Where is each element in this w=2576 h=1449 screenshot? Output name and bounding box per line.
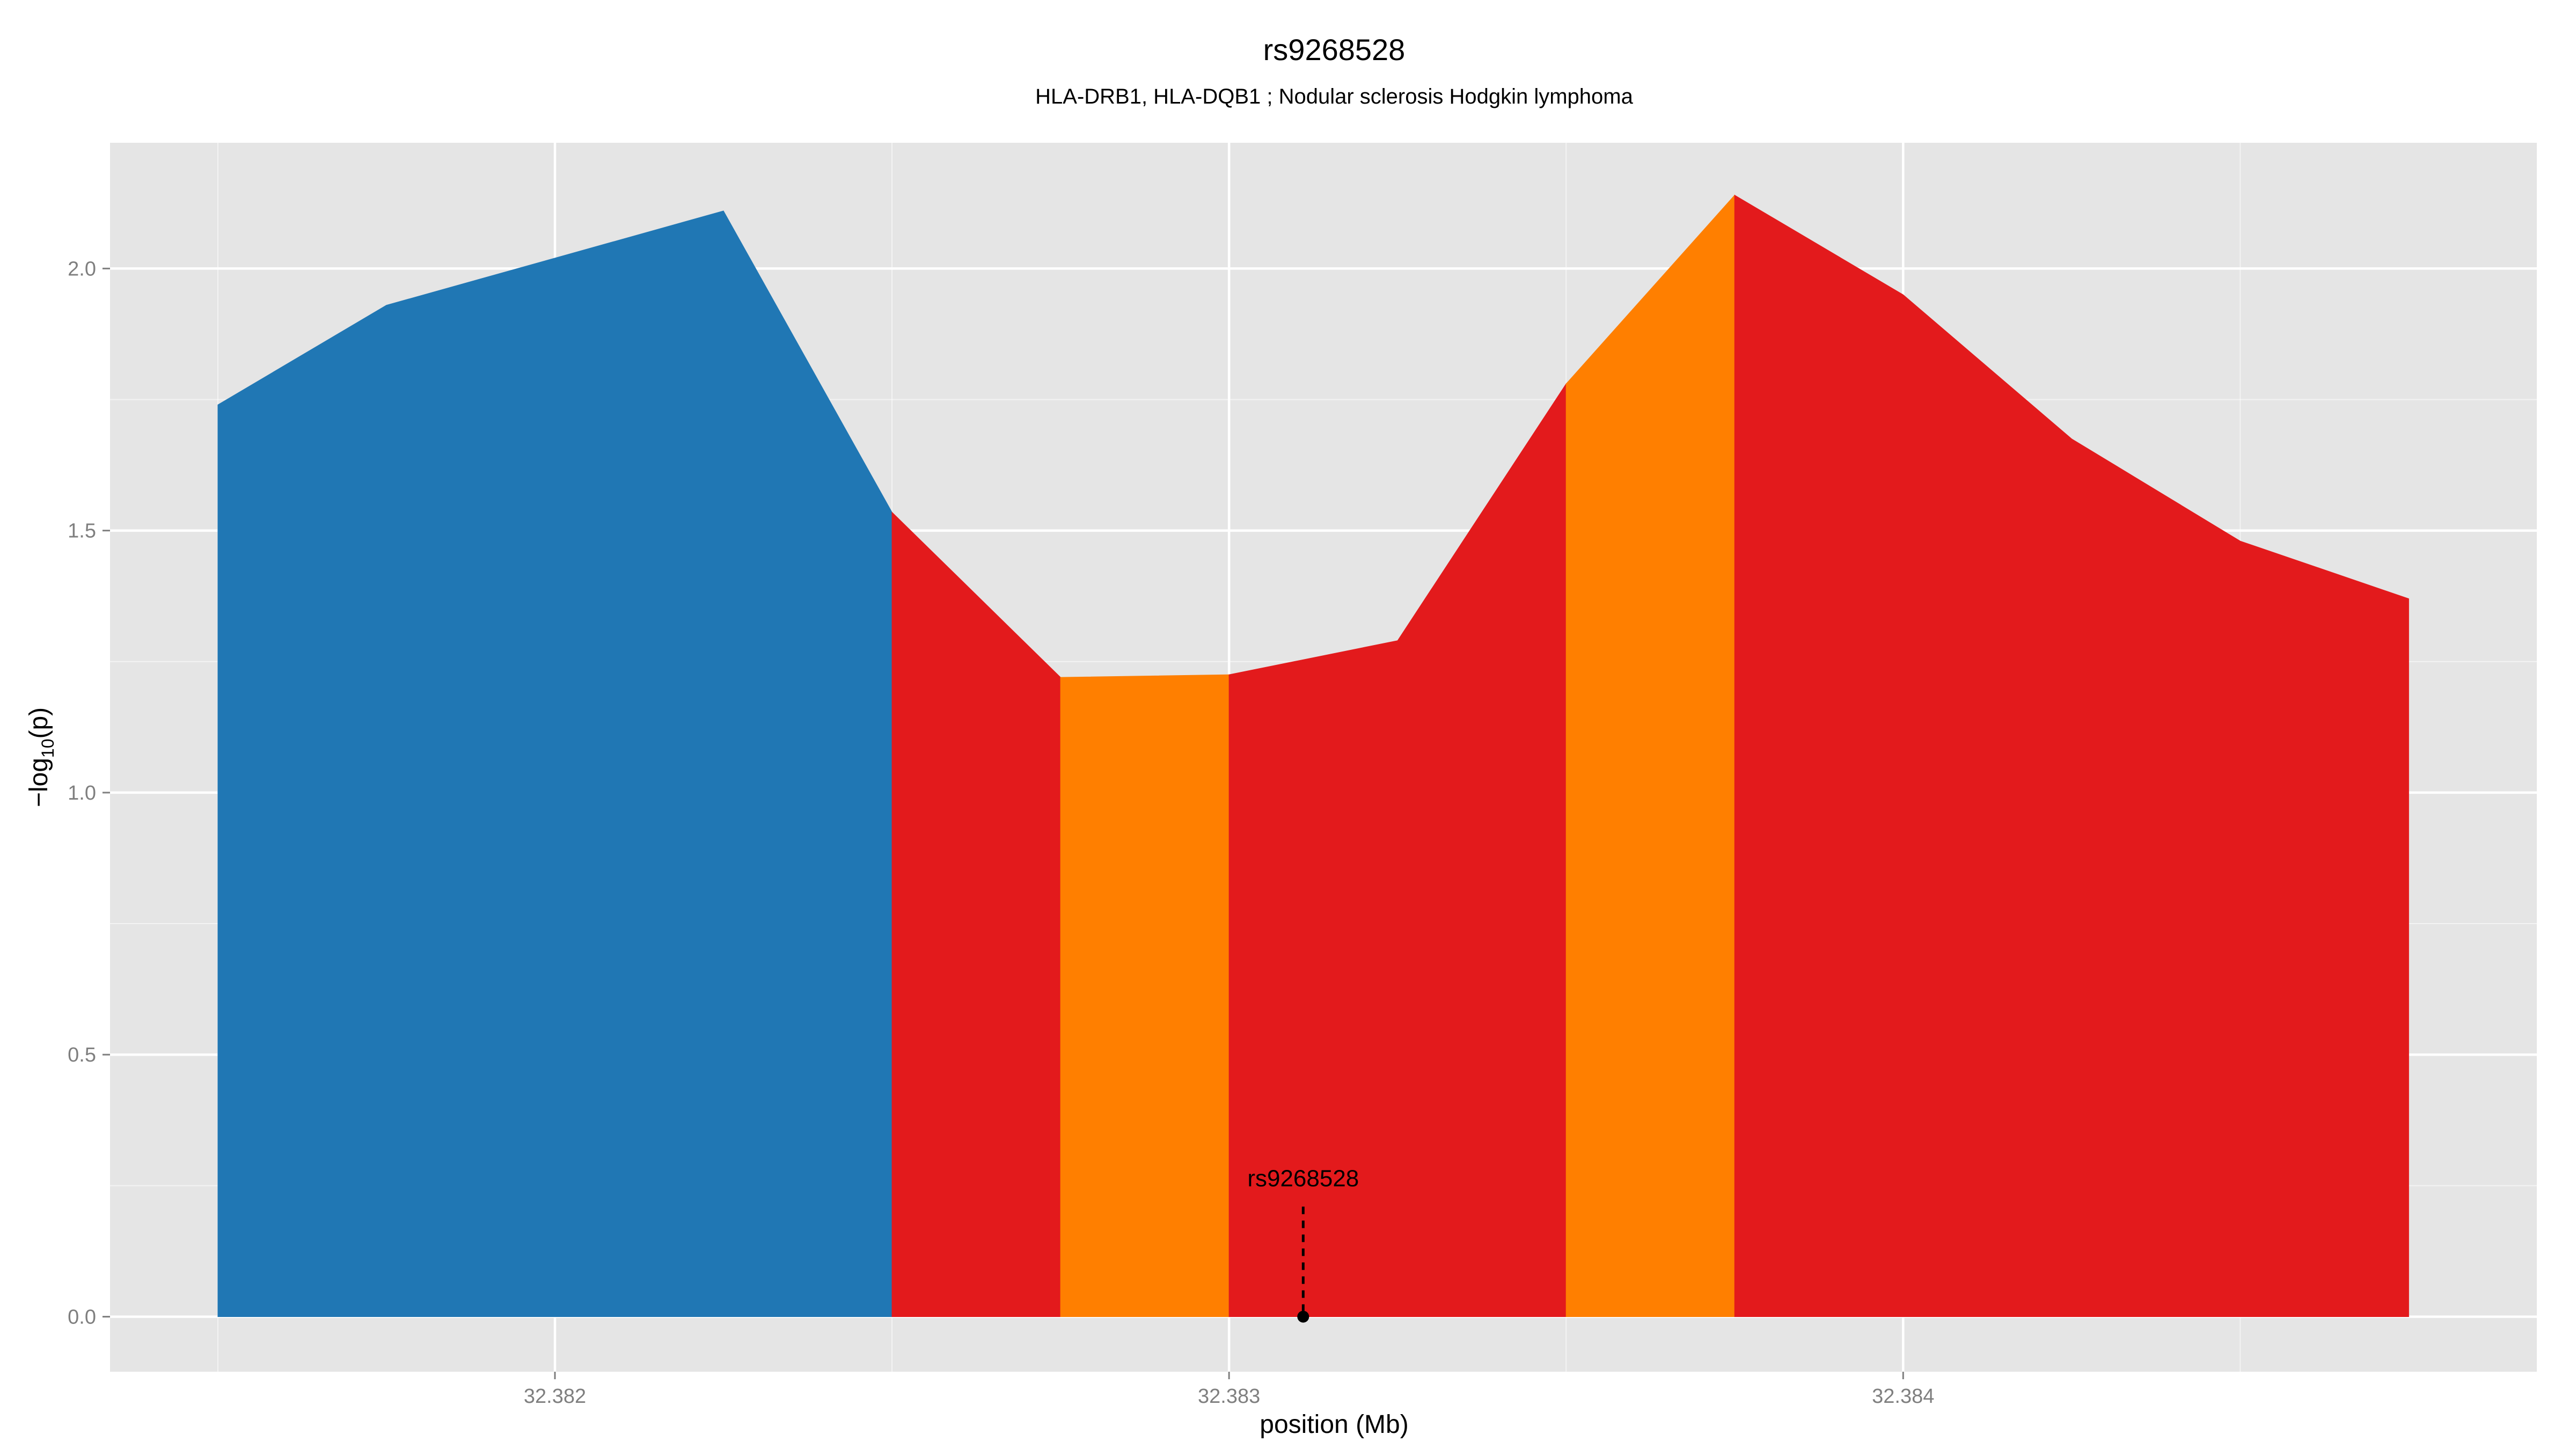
x-axis-label: position (Mb) xyxy=(1260,1410,1408,1439)
annotation-layer: rs9268528 xyxy=(1247,1165,1359,1323)
area-segment-5 xyxy=(1565,194,1735,1317)
x-axis: 32.382 32.383 32.384 xyxy=(524,1372,1934,1408)
area-segment-6 xyxy=(1734,194,2409,1317)
y-tick-label: 0.5 xyxy=(68,1044,96,1066)
x-tick-label: 32.384 xyxy=(1872,1385,1934,1408)
area-segment-3 xyxy=(1060,674,1230,1317)
chart-subtitle: HLA-DRB1, HLA-DQB1 ; Nodular sclerosis H… xyxy=(1035,85,1633,108)
y-axis-label: −log10(p) xyxy=(25,707,57,807)
y-tick-label: 0.0 xyxy=(68,1306,96,1328)
y-axis-label-suffix: (p) xyxy=(25,707,53,739)
y-axis-label-subscript: 10 xyxy=(38,738,57,758)
annotation-label: rs9268528 xyxy=(1247,1165,1359,1191)
y-tick-label: 1.5 xyxy=(68,520,96,543)
x-tick-label: 32.382 xyxy=(524,1385,586,1408)
y-tick-label: 2.0 xyxy=(68,258,96,280)
y-axis-label-prefix: −log xyxy=(25,758,53,807)
chart-title: rs9268528 xyxy=(1263,33,1406,67)
annotation-point xyxy=(1297,1311,1309,1323)
y-tick-label: 1.0 xyxy=(68,782,96,804)
area-segment-1 xyxy=(217,210,892,1317)
x-tick-label: 32.383 xyxy=(1198,1385,1260,1408)
area-segment-4 xyxy=(1228,383,1567,1317)
area-layer xyxy=(217,194,2409,1317)
y-axis: 0.0 0.5 1.0 1.5 2.0 xyxy=(68,258,110,1328)
